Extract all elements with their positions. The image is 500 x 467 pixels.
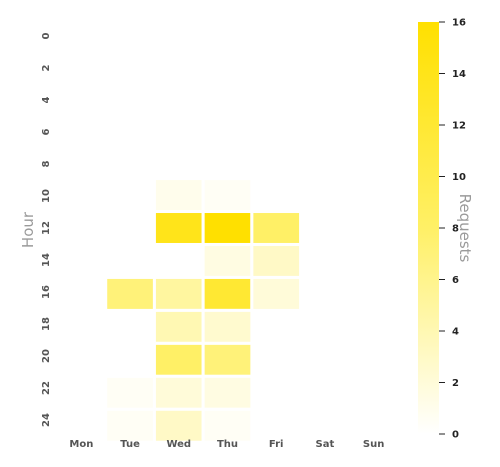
heatmap-cells: [104, 177, 303, 444]
colorbar-tick-label: 4: [452, 327, 459, 338]
heatmap-cell: [201, 242, 254, 279]
heatmap-cell: [152, 275, 205, 312]
y-tick-label: 6: [41, 128, 52, 135]
y-tick-label: 20: [41, 349, 52, 363]
heatmap-cell: [201, 374, 254, 411]
heatmap-cell: [152, 177, 205, 214]
y-tick-label: 14: [41, 253, 52, 267]
colorbar-tick-label: 8: [452, 224, 459, 235]
x-tick-label: Fri: [269, 439, 284, 450]
x-tick-label: Sat: [316, 439, 335, 450]
heatmap-cell: [201, 275, 254, 312]
heatmap-cell: [104, 275, 156, 312]
heatmap-cell: [152, 407, 205, 444]
heatmap-cell: [152, 210, 205, 246]
colorbar-tick-label: 2: [452, 378, 459, 389]
heatmap-cell: [152, 308, 205, 345]
colorbar-tick-label: 6: [452, 275, 459, 286]
y-tick-label: 18: [41, 317, 52, 331]
heatmap-cell: [104, 407, 156, 444]
x-tick-label: Tue: [120, 439, 140, 450]
colorbar: [418, 22, 439, 434]
colorbar-ticks: 0 2 4 6 8 10 12 14 16: [439, 18, 466, 441]
colorbar-tick-label: 0: [452, 430, 459, 441]
y-tick-label: 8: [41, 160, 52, 167]
colorbar-tick-label: 16: [452, 18, 466, 29]
colorbar-tick-label: 14: [452, 69, 466, 80]
y-tick-label: 10: [41, 189, 52, 203]
y-tick-label: 0: [41, 32, 52, 39]
colorbar-tick-label: 10: [452, 172, 466, 183]
y-tick-label: 16: [41, 285, 52, 299]
heatmap-cell: [201, 210, 254, 246]
y-tick-label: 22: [41, 381, 52, 395]
colorbar-tick-label: 12: [452, 121, 466, 132]
x-tick-labels: Mon Tue Wed Thu Fri Sat Sun: [69, 439, 384, 450]
y-tick-label: 2: [41, 64, 52, 71]
y-tick-label: 4: [41, 96, 52, 103]
heatmap-cell: [250, 275, 303, 312]
heatmap-cell: [201, 308, 254, 345]
x-tick-label: Wed: [166, 439, 191, 450]
heatmap-cell: [250, 242, 303, 279]
heatmap-cell: [201, 341, 254, 378]
heatmap-cell: [201, 407, 254, 444]
y-tick-label: 24: [41, 413, 52, 427]
heatmap-cell: [201, 177, 254, 214]
x-tick-label: Sun: [363, 439, 384, 450]
y-tick-label: 12: [41, 221, 52, 235]
heatmap-cell: [152, 341, 205, 378]
heatmap-cell: [152, 374, 205, 411]
x-tick-label: Thu: [217, 439, 238, 450]
y-axis-label: Hour: [19, 211, 37, 248]
x-tick-label: Mon: [69, 439, 93, 450]
heatmap-cell: [250, 210, 303, 246]
heatmap-cell: [104, 374, 156, 411]
colorbar-label: Requests: [456, 194, 474, 263]
